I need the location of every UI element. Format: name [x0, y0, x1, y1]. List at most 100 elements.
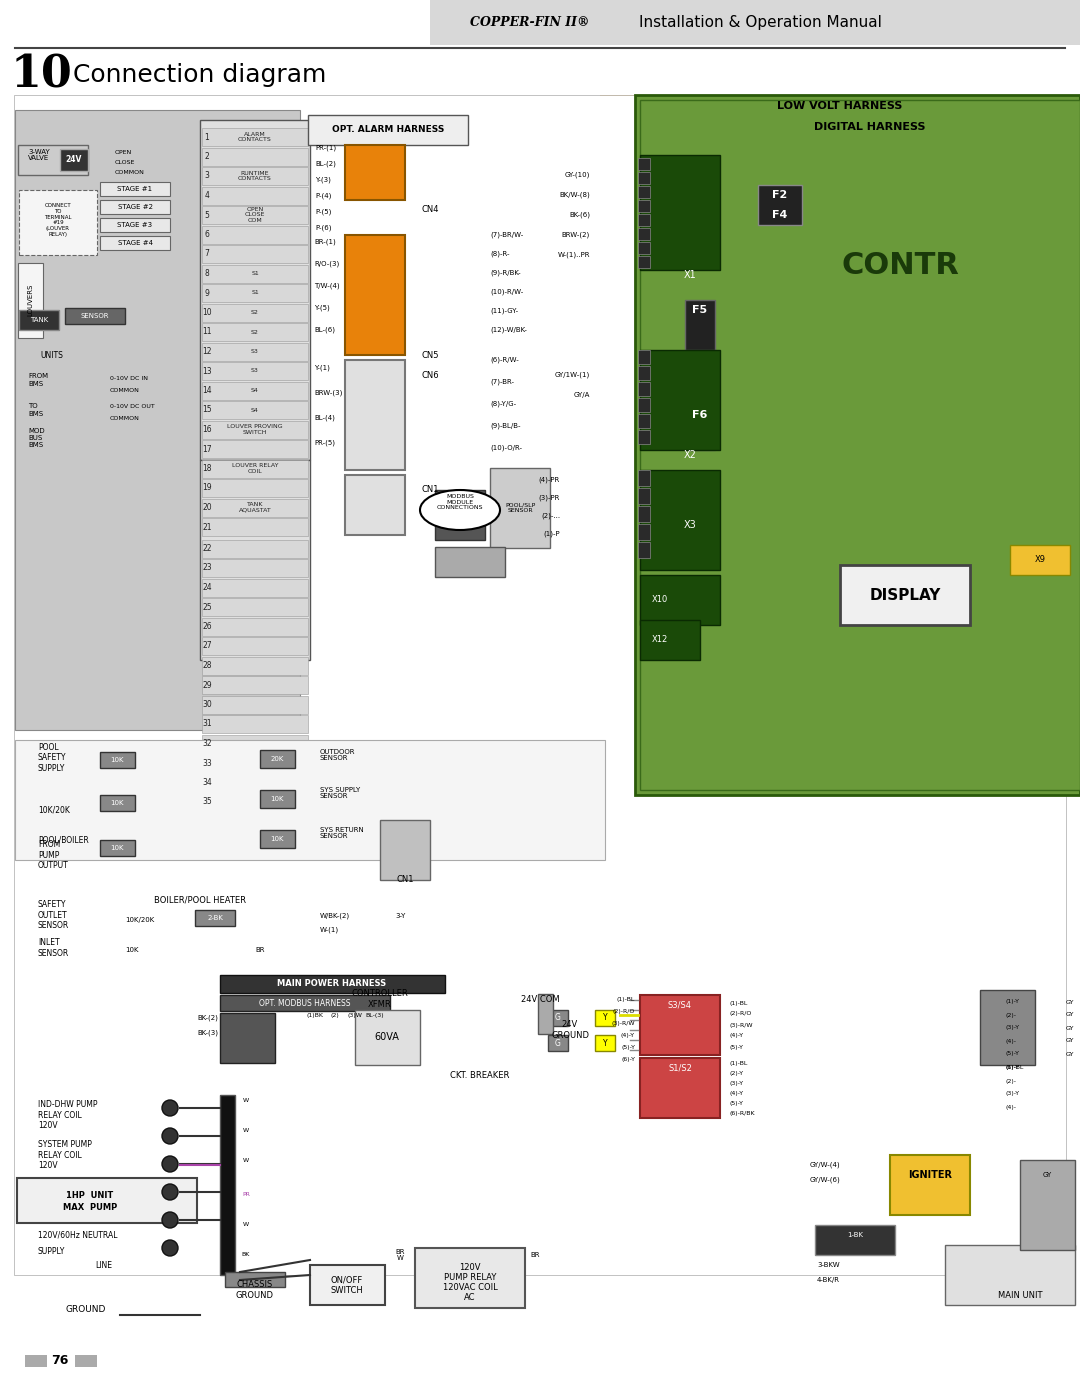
- Text: GY: GY: [1066, 1038, 1075, 1044]
- Bar: [202, 578, 308, 597]
- Text: P-(5): P-(5): [315, 208, 332, 215]
- Circle shape: [162, 1155, 178, 1172]
- Bar: [100, 752, 135, 768]
- Bar: [415, 1248, 525, 1308]
- Text: (9)-BL/B-: (9)-BL/B-: [490, 423, 521, 429]
- Text: 13: 13: [202, 366, 212, 376]
- Text: TO
BMS: TO BMS: [28, 404, 43, 416]
- Text: (3)-Y: (3)-Y: [730, 1080, 744, 1085]
- Text: S3/S4: S3/S4: [669, 1000, 692, 1010]
- Bar: [220, 995, 390, 1011]
- Text: (1)-BL: (1)-BL: [730, 1000, 748, 1006]
- Bar: [310, 1266, 384, 1305]
- Text: 32: 32: [202, 739, 212, 747]
- Text: RUNTIME
CONTACTS: RUNTIME CONTACTS: [238, 170, 272, 182]
- Text: W: W: [243, 1222, 249, 1228]
- Text: Installation & Operation Manual: Installation & Operation Manual: [638, 14, 881, 29]
- Text: BRW-(2): BRW-(2): [562, 232, 590, 239]
- Text: (7)-BR-: (7)-BR-: [490, 379, 514, 386]
- Text: Y-(5): Y-(5): [314, 305, 329, 312]
- Bar: [100, 840, 135, 856]
- Text: X3: X3: [684, 520, 697, 529]
- Text: 24: 24: [202, 583, 212, 592]
- Text: Y-(3): Y-(3): [315, 177, 330, 183]
- Text: 10: 10: [202, 307, 212, 317]
- Bar: [202, 323, 308, 341]
- Text: 14: 14: [202, 386, 212, 395]
- Text: 30: 30: [202, 700, 212, 710]
- Text: (5)-Y: (5)-Y: [1005, 1052, 1020, 1056]
- Text: GY/W-(4): GY/W-(4): [809, 1162, 840, 1168]
- Bar: [202, 657, 308, 675]
- Text: (2)-R/O: (2)-R/O: [612, 1010, 635, 1014]
- Text: 24V: 24V: [66, 155, 82, 165]
- Bar: [638, 506, 650, 522]
- Text: 3-Y: 3-Y: [395, 914, 405, 919]
- Bar: [638, 469, 650, 486]
- Text: (6)-R/BK: (6)-R/BK: [730, 1111, 756, 1115]
- Text: BL-(2): BL-(2): [315, 161, 336, 168]
- Text: CN1: CN1: [396, 876, 414, 884]
- Text: (4)-: (4)-: [1005, 1038, 1016, 1044]
- Bar: [220, 1095, 235, 1275]
- Text: STAGE #4: STAGE #4: [118, 240, 152, 246]
- Bar: [980, 990, 1035, 1065]
- Text: GY/A: GY/A: [573, 393, 590, 398]
- Bar: [638, 381, 650, 395]
- Text: 3-BKW: 3-BKW: [818, 1261, 840, 1268]
- Text: 10K: 10K: [110, 800, 124, 806]
- Bar: [548, 1035, 568, 1051]
- Text: SENSOR: SENSOR: [81, 313, 109, 319]
- Text: GY/W-(6): GY/W-(6): [809, 1176, 840, 1183]
- Text: 1HP  UNIT: 1HP UNIT: [66, 1190, 113, 1200]
- Text: (2)-Y: (2)-Y: [730, 1070, 744, 1076]
- Text: 19: 19: [202, 483, 212, 493]
- Text: 0-10V DC IN: 0-10V DC IN: [110, 376, 148, 380]
- Bar: [638, 172, 650, 184]
- Text: (2)-R/O: (2)-R/O: [730, 1011, 753, 1017]
- Bar: [595, 1010, 615, 1025]
- Text: (5)-Y: (5)-Y: [730, 1045, 744, 1049]
- Bar: [380, 820, 430, 880]
- Text: W/BK-(2): W/BK-(2): [320, 912, 350, 919]
- Text: F2: F2: [772, 190, 787, 200]
- Text: 120VAC COIL: 120VAC COIL: [443, 1284, 498, 1292]
- Text: W: W: [243, 1158, 249, 1162]
- Text: CN5: CN5: [421, 351, 438, 359]
- Text: (2)-...: (2)-...: [541, 513, 561, 520]
- Bar: [640, 1058, 720, 1118]
- Bar: [25, 1355, 48, 1368]
- Bar: [202, 420, 308, 439]
- Text: BRW-(3): BRW-(3): [314, 390, 342, 397]
- Text: 24V
GROUND: 24V GROUND: [551, 1020, 589, 1039]
- Bar: [638, 214, 650, 226]
- Text: (8)-R-: (8)-R-: [490, 250, 510, 257]
- Text: MODBUS
MODULE
CONNECTIONS: MODBUS MODULE CONNECTIONS: [436, 493, 483, 510]
- Bar: [202, 205, 308, 224]
- Circle shape: [162, 1099, 178, 1116]
- Text: 35: 35: [202, 798, 212, 806]
- Text: GY: GY: [1066, 1013, 1075, 1017]
- Bar: [430, 0, 1080, 45]
- Bar: [638, 488, 650, 504]
- Text: 6: 6: [204, 231, 210, 239]
- Text: LOUVER RELAY
COIL: LOUVER RELAY COIL: [232, 462, 279, 474]
- Text: 18: 18: [202, 464, 212, 474]
- Text: X12: X12: [652, 636, 669, 644]
- Text: 12: 12: [202, 346, 212, 356]
- Text: 21: 21: [202, 522, 212, 531]
- Text: 29: 29: [202, 680, 212, 690]
- Text: BK-(3): BK-(3): [197, 1030, 218, 1037]
- Text: (4)-Y: (4)-Y: [730, 1091, 744, 1095]
- Text: SUPPLY: SUPPLY: [38, 1248, 66, 1256]
- Text: IND-DHW PUMP
RELAY COIL
120V: IND-DHW PUMP RELAY COIL 120V: [38, 1099, 97, 1130]
- Text: 10K: 10K: [270, 835, 284, 842]
- Text: CN1: CN1: [421, 486, 438, 495]
- Text: (6)-Y: (6)-Y: [1005, 1065, 1020, 1070]
- Text: W: W: [243, 1127, 249, 1133]
- Text: F5: F5: [692, 305, 707, 314]
- Text: 10K: 10K: [125, 947, 138, 953]
- Text: GY: GY: [1042, 1172, 1052, 1178]
- Text: BR: BR: [255, 947, 265, 953]
- Bar: [202, 559, 308, 577]
